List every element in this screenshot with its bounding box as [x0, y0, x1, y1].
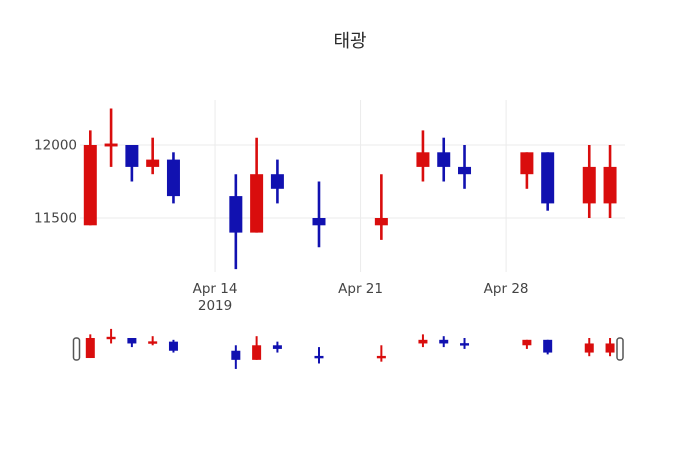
candle: [543, 339, 553, 355]
candle: [374, 174, 388, 240]
candle-body: [229, 196, 243, 233]
candle-body: [460, 343, 470, 346]
candle-body: [104, 143, 118, 147]
candle: [603, 145, 617, 218]
candle-body: [416, 152, 430, 167]
candle-body: [541, 152, 555, 204]
candle: [250, 137, 264, 233]
chart-title: 태광: [333, 31, 367, 52]
candle: [168, 339, 178, 353]
candle-body: [146, 159, 160, 167]
candle-body: [376, 355, 386, 359]
candle-body: [168, 341, 178, 351]
candle: [520, 152, 534, 189]
rangeslider-handle-right[interactable]: [616, 337, 624, 361]
candle-body: [83, 145, 97, 226]
x-tick-sublabel: 2019: [198, 298, 232, 314]
candle-body: [270, 174, 284, 189]
candle-body: [252, 345, 262, 360]
x-tick-label: Apr 28: [484, 281, 529, 297]
candle: [439, 336, 449, 348]
candle: [460, 338, 470, 349]
candle: [522, 339, 532, 349]
candle: [146, 137, 160, 175]
candle: [376, 345, 386, 362]
main-plot: [83, 108, 617, 270]
x-tick-label: Apr 14: [193, 281, 238, 297]
candle: [125, 145, 139, 182]
candle-body: [312, 218, 326, 226]
candle-body: [231, 350, 241, 360]
candle-body: [520, 152, 534, 175]
candle: [458, 145, 472, 189]
candle-body: [522, 339, 532, 346]
candle: [418, 334, 428, 348]
candle: [229, 174, 243, 270]
candle-body: [250, 174, 264, 233]
candle-body: [418, 339, 428, 344]
candle: [312, 181, 326, 248]
candle-body: [374, 218, 388, 226]
candle: [584, 338, 594, 357]
candle-body: [125, 145, 139, 167]
candle: [272, 341, 282, 353]
candle-body: [584, 343, 594, 353]
x-tick-label: Apr 21: [338, 281, 383, 297]
candle-body: [166, 159, 180, 197]
candle-body: [543, 339, 553, 353]
y-tick-label: 11500: [34, 211, 77, 227]
candle-body: [148, 341, 158, 344]
candle: [314, 347, 324, 364]
gridlines: [80, 100, 625, 272]
candle: [270, 159, 284, 204]
y-tick-label: 12000: [34, 138, 77, 154]
candle-body: [603, 166, 617, 204]
candle: [416, 130, 430, 182]
candle: [85, 334, 95, 359]
candle-body: [439, 339, 449, 344]
candle-body: [127, 338, 137, 344]
candle-body: [85, 338, 95, 359]
candle: [83, 130, 97, 226]
candle: [127, 338, 137, 348]
candle-body: [437, 152, 451, 167]
candle: [104, 108, 118, 167]
candle: [541, 152, 555, 211]
candle-body: [582, 166, 596, 204]
rangeslider-handle-left[interactable]: [72, 337, 81, 361]
candle: [148, 336, 158, 346]
candle: [106, 328, 116, 344]
candle: [252, 336, 262, 360]
candle: [437, 137, 451, 182]
candle: [231, 345, 241, 369]
candle: [605, 338, 615, 357]
candle: [166, 152, 180, 204]
rangeslider-track[interactable]: [74, 327, 624, 371]
candle-body: [314, 355, 324, 359]
candle-body: [272, 345, 282, 349]
candle-body: [458, 166, 472, 175]
candle-body: [106, 336, 116, 340]
candle-body: [605, 343, 615, 353]
rangeslider: [72, 327, 624, 371]
candle: [582, 145, 596, 218]
